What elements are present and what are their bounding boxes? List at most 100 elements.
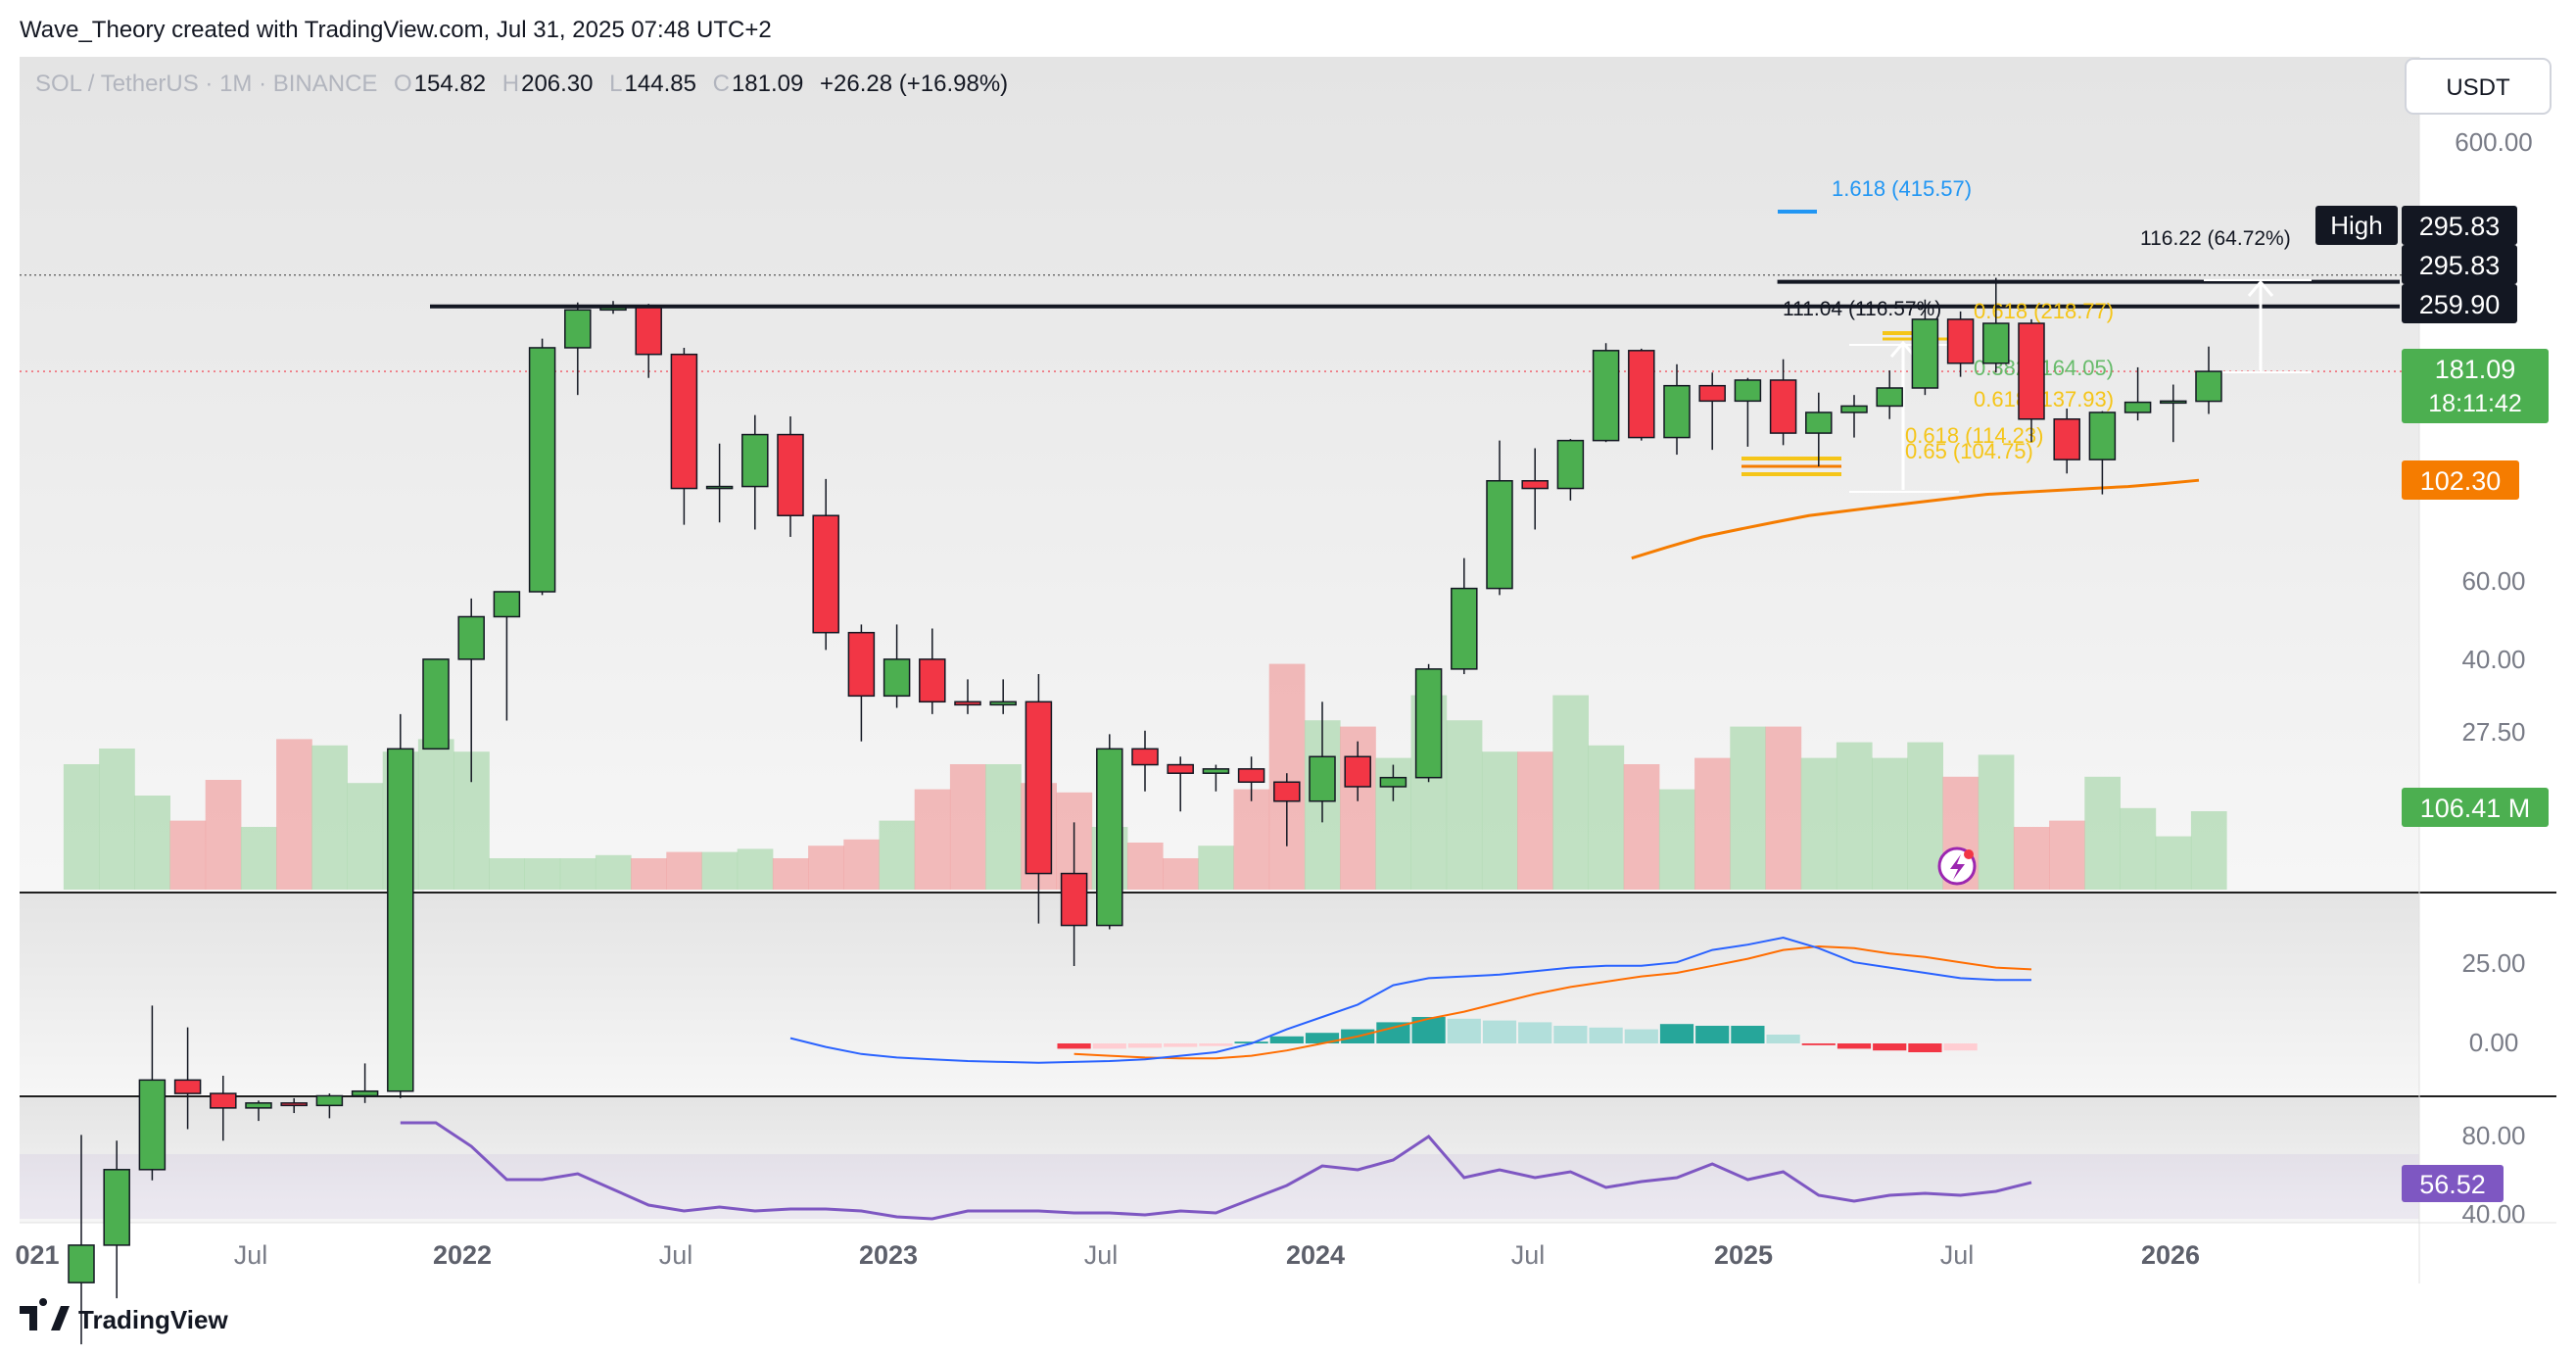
candle[interactable] (1309, 701, 1336, 823)
candle[interactable] (1628, 348, 1655, 441)
macd-histogram-bar (1305, 1033, 1340, 1043)
time-axis-label: Jul (1511, 1240, 1546, 1270)
candle[interactable] (351, 1063, 379, 1103)
candle-body (670, 353, 698, 490)
ema-line[interactable] (1631, 478, 2200, 560)
lightning-icon[interactable] (1937, 846, 1977, 886)
candle[interactable] (493, 591, 521, 721)
macd-signal-line[interactable] (1073, 944, 2032, 1060)
candle[interactable] (138, 1005, 167, 1181)
price-axis-tick: 40.00 (2461, 645, 2525, 674)
candle[interactable] (1202, 764, 1230, 792)
candle[interactable] (2088, 411, 2117, 495)
currency-button[interactable]: USDT (2405, 58, 2552, 115)
candle[interactable] (210, 1075, 237, 1141)
macd-histogram-bar (1269, 1036, 1304, 1043)
candle[interactable] (1911, 299, 1939, 396)
candle[interactable] (1096, 734, 1123, 930)
candle[interactable] (741, 414, 769, 530)
candle[interactable] (635, 304, 662, 378)
candle[interactable] (1451, 557, 1478, 675)
rsi-pane-background (20, 1097, 2419, 1223)
candle[interactable] (847, 624, 876, 742)
candle[interactable] (2195, 346, 2222, 414)
candle[interactable] (1698, 372, 1726, 451)
candle[interactable] (1060, 822, 1088, 967)
candle[interactable] (103, 1140, 130, 1299)
candle[interactable] (599, 301, 627, 314)
candle[interactable] (670, 347, 698, 525)
candle[interactable] (954, 679, 981, 714)
time-axis-label: 2026 (2141, 1240, 2200, 1270)
candle[interactable] (1556, 439, 1585, 501)
candle[interactable] (1486, 440, 1513, 596)
candle[interactable] (1131, 730, 1159, 792)
candle[interactable] (564, 302, 592, 396)
candle[interactable] (989, 679, 1017, 714)
candle-body (1202, 768, 1230, 774)
candle[interactable] (705, 443, 734, 523)
candle-body (68, 1244, 95, 1283)
candle-body (138, 1079, 167, 1171)
volume-bar (1694, 757, 1731, 890)
macd-histogram-bar (1837, 1043, 1872, 1049)
measure-arrow-head (2247, 279, 2274, 297)
candle[interactable] (1237, 756, 1265, 801)
volume-bar (879, 820, 916, 890)
volume-bar (1800, 757, 1837, 890)
candle[interactable] (1769, 359, 1797, 446)
candle[interactable] (422, 658, 450, 750)
candle[interactable] (1734, 377, 1762, 447)
candle[interactable] (2160, 384, 2187, 443)
symbol-legend[interactable]: SOL / TetherUS · 1M · BINANCE (35, 71, 377, 97)
time-axis-label: 021 (15, 1240, 59, 1270)
candle[interactable] (812, 478, 839, 651)
candle[interactable] (1982, 277, 2010, 373)
candle[interactable] (1344, 741, 1371, 801)
candle-body (1628, 350, 1655, 439)
candle[interactable] (1025, 674, 1053, 924)
volume-tag-value: 106.41 M (2420, 794, 2531, 823)
candle[interactable] (1663, 363, 1691, 456)
candle[interactable] (1592, 343, 1620, 443)
candle[interactable] (245, 1100, 272, 1122)
price-axis-tick: 600.00 (2455, 127, 2533, 157)
last-price-tag: 181.09 18:11:42 (2402, 349, 2549, 423)
candle[interactable] (68, 1135, 95, 1345)
candle[interactable] (280, 1097, 308, 1114)
candle[interactable] (2053, 409, 2080, 474)
candle[interactable] (528, 338, 556, 596)
candle-body (422, 658, 450, 750)
candle[interactable] (1946, 311, 1975, 377)
candle[interactable] (919, 628, 946, 714)
candle[interactable] (1273, 773, 1301, 846)
candle-body (210, 1092, 237, 1109)
ema-price-tag: 102.30 (2402, 460, 2519, 500)
candle[interactable] (1805, 392, 1833, 467)
candle[interactable] (777, 416, 804, 538)
candle[interactable] (1840, 395, 1868, 438)
macd-histogram-bar (1801, 1043, 1836, 1045)
candle[interactable] (1521, 448, 1549, 530)
candle[interactable] (1379, 764, 1407, 801)
macd-histogram-bar (1553, 1026, 1588, 1043)
macd-line[interactable] (789, 936, 2031, 1064)
candle[interactable] (315, 1093, 344, 1119)
candle[interactable] (1167, 756, 1194, 812)
candle[interactable] (457, 598, 485, 783)
candle[interactable] (2123, 366, 2152, 421)
time-axis-label: 2022 (433, 1240, 492, 1270)
candle[interactable] (173, 1027, 202, 1130)
macd-axis-tick: 25.00 (2461, 948, 2525, 978)
candle-body (1734, 379, 1762, 403)
candle[interactable] (883, 624, 911, 708)
candle[interactable] (387, 713, 414, 1098)
candle[interactable] (2018, 318, 2045, 443)
volume-bar (1836, 742, 1873, 890)
macd-histogram-bar (1199, 1043, 1233, 1046)
candle-body (387, 748, 414, 1092)
candle[interactable] (1876, 370, 1903, 419)
candle[interactable] (1414, 663, 1443, 783)
rsi-line[interactable] (400, 1121, 2032, 1221)
